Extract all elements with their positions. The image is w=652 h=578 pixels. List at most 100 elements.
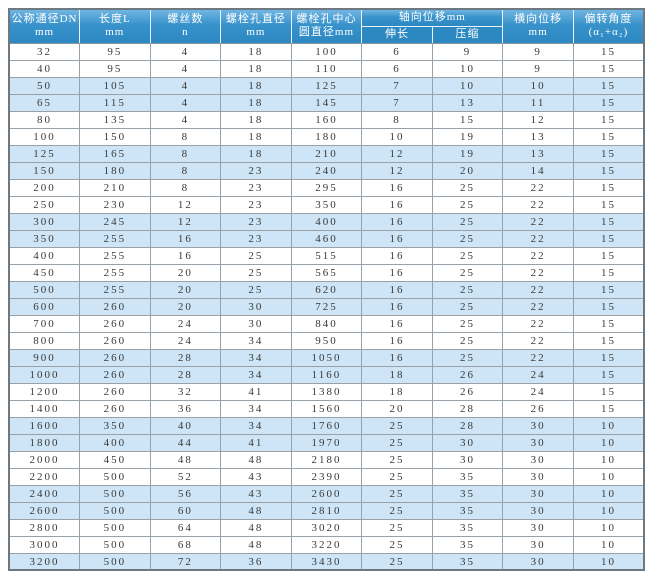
table-cell: 8 (149, 161, 222, 180)
table-cell: 150 (8, 161, 81, 180)
table-cell: 400 (79, 433, 151, 452)
table-cell: 35 (431, 484, 504, 503)
table-cell: 230 (79, 195, 151, 214)
table-cell: 43 (220, 484, 292, 503)
table-cell: 15 (572, 212, 645, 231)
table-cell: 500 (8, 280, 81, 299)
table-cell: 16 (149, 229, 222, 248)
table-cell: 24 (502, 365, 574, 384)
table-cell: 22 (502, 348, 574, 367)
table-cell: 180 (79, 161, 151, 180)
table-cell: 30 (502, 416, 574, 435)
table-cell: 25 (431, 263, 504, 282)
table-cell: 24 (149, 331, 222, 350)
table-cell: 255 (79, 246, 151, 265)
header-axial-displacement-group: 轴向位移mm (361, 9, 504, 27)
table-cell: 450 (79, 450, 151, 469)
table-cell: 35 (431, 518, 504, 537)
table-cell: 620 (290, 280, 363, 299)
table-cell: 3000 (8, 535, 81, 554)
table-cell: 500 (79, 535, 151, 554)
table-cell: 20 (431, 161, 504, 180)
table-cell: 22 (502, 314, 574, 333)
table-cell: 460 (290, 229, 363, 248)
table-cell: 300 (8, 212, 81, 231)
table-cell: 18 (220, 144, 292, 163)
table-cell: 30 (502, 501, 574, 520)
table-cell: 10 (572, 535, 645, 554)
table-cell: 34 (220, 416, 292, 435)
table-cell: 30 (502, 433, 574, 452)
table-cell: 36 (220, 552, 292, 571)
table-cell: 15 (572, 93, 645, 112)
table-cell: 16 (361, 246, 433, 265)
table-cell: 200 (8, 178, 81, 197)
table-cell: 8 (361, 110, 433, 129)
table-cell: 18 (220, 93, 292, 112)
table-cell: 22 (502, 280, 574, 299)
table-cell: 105 (79, 76, 151, 95)
table-row: 1400 260 36 34 1560 20 28 26 15 (8, 399, 645, 418)
table-cell: 22 (502, 229, 574, 248)
header-bolt-circle-diameter: 螺栓孔中心 圆直径mm (291, 9, 363, 44)
table-cell: 24 (149, 314, 222, 333)
table-cell: 26 (431, 365, 504, 384)
table-cell: 260 (79, 399, 151, 418)
table-cell: 25 (361, 535, 433, 554)
table-cell: 13 (502, 127, 574, 146)
table-cell: 30 (431, 433, 504, 452)
table-cell: 210 (79, 178, 151, 197)
table-cell: 1050 (290, 348, 363, 367)
table-cell: 13 (431, 93, 504, 112)
header-row-sub: 伸长 压缩 (9, 26, 644, 44)
table-cell: 4 (149, 110, 222, 129)
table-cell: 15 (572, 110, 645, 129)
table-cell: 16 (361, 229, 433, 248)
table-cell: 30 (220, 314, 292, 333)
table-cell: 15 (572, 280, 645, 299)
table-row: 40 95 4 18 110 6 10 9 15 (8, 59, 645, 78)
table-cell: 245 (79, 212, 151, 231)
table-cell: 12 (149, 212, 222, 231)
header-axial-elongation: 伸长 (361, 26, 433, 44)
table-cell: 22 (502, 178, 574, 197)
table-cell: 25 (431, 297, 504, 316)
table-cell: 9 (502, 42, 574, 61)
table-cell: 500 (79, 501, 151, 520)
table-cell: 10 (572, 416, 645, 435)
table-cell: 350 (8, 229, 81, 248)
table-cell: 25 (361, 416, 433, 435)
table-cell: 80 (8, 110, 81, 129)
table-row: 250 230 12 23 350 16 25 22 15 (8, 195, 645, 214)
table-cell: 15 (572, 161, 645, 180)
table-row: 800 260 24 34 950 16 25 22 15 (8, 331, 645, 350)
table-cell: 15 (572, 76, 645, 95)
table-header: 公称通径DN mm 长度L mm 螺丝数 n 螺栓孔直径 mm 螺栓孔中心 (9, 9, 645, 44)
table-row: 80 135 4 18 160 8 15 12 15 (8, 110, 645, 129)
table-cell: 210 (290, 144, 363, 163)
table-cell: 900 (8, 348, 81, 367)
table-cell: 25 (431, 178, 504, 197)
table-cell: 1400 (8, 399, 81, 418)
table-row: 500 255 20 25 620 16 25 22 15 (8, 280, 645, 299)
table-row: 100 150 8 18 180 10 19 13 15 (8, 127, 645, 146)
header-unit: 圆直径mm (298, 26, 355, 39)
table-cell: 30 (502, 535, 574, 554)
table-cell: 725 (290, 297, 363, 316)
table-cell: 30 (502, 552, 574, 571)
table-cell: 15 (572, 365, 645, 384)
table-row: 32 95 4 18 100 6 9 9 15 (8, 42, 645, 61)
table-row: 150 180 8 23 240 12 20 14 15 (8, 161, 645, 180)
table-cell: 60 (149, 501, 222, 520)
table-cell: 50 (8, 76, 81, 95)
table-cell: 100 (290, 42, 363, 61)
table-row: 1000 260 28 34 1160 18 26 24 15 (8, 365, 645, 384)
table-cell: 22 (502, 246, 574, 265)
table-cell: 260 (79, 331, 151, 350)
table-cell: 260 (79, 348, 151, 367)
table-cell: 23 (220, 161, 292, 180)
table-cell: 255 (79, 280, 151, 299)
table-row: 1600 350 40 34 1760 25 28 30 10 (8, 416, 645, 435)
table-row: 900 260 28 34 1050 16 25 22 15 (8, 348, 645, 367)
